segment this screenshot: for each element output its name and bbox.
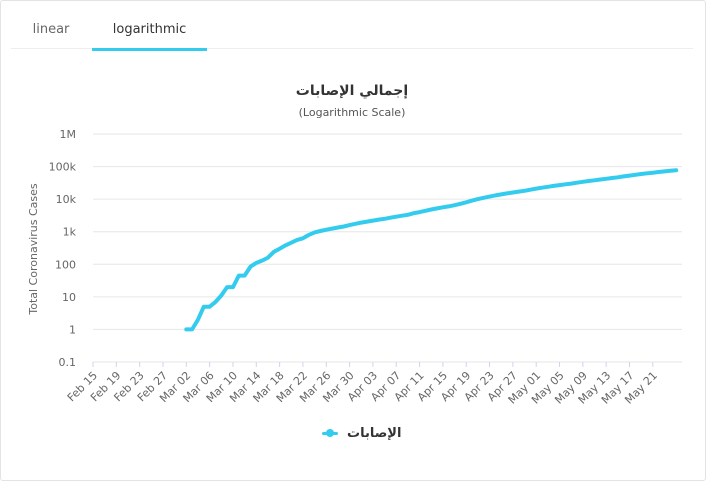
legend-line-icon bbox=[322, 424, 338, 442]
chart-subtitle: (Logarithmic Scale) bbox=[299, 106, 406, 119]
y-tick-label: 100 bbox=[55, 258, 76, 271]
y-tick-label: 1M bbox=[60, 128, 77, 141]
y-tick-label: 0.1 bbox=[59, 356, 77, 369]
y-tick-label: 10 bbox=[62, 291, 76, 304]
chart-title: إجمالي الإصابات bbox=[296, 83, 408, 99]
series-line[interactable] bbox=[184, 168, 679, 332]
y-tick-label: 100k bbox=[49, 161, 77, 174]
tab-logarithmic[interactable]: logarithmic bbox=[92, 0, 207, 51]
legend-label: الإصابات bbox=[347, 425, 402, 441]
legend-item[interactable]: الإصابات bbox=[322, 424, 401, 442]
y-axis-title: Total Coronavirus Cases bbox=[27, 183, 40, 316]
y-tick-label: 1 bbox=[69, 323, 76, 336]
scale-tabs: linear logarithmic bbox=[11, 0, 693, 51]
y-tick-label: 1k bbox=[63, 226, 77, 239]
tab-linear[interactable]: linear bbox=[32, 22, 70, 37]
y-tick-label: 10k bbox=[56, 193, 77, 206]
